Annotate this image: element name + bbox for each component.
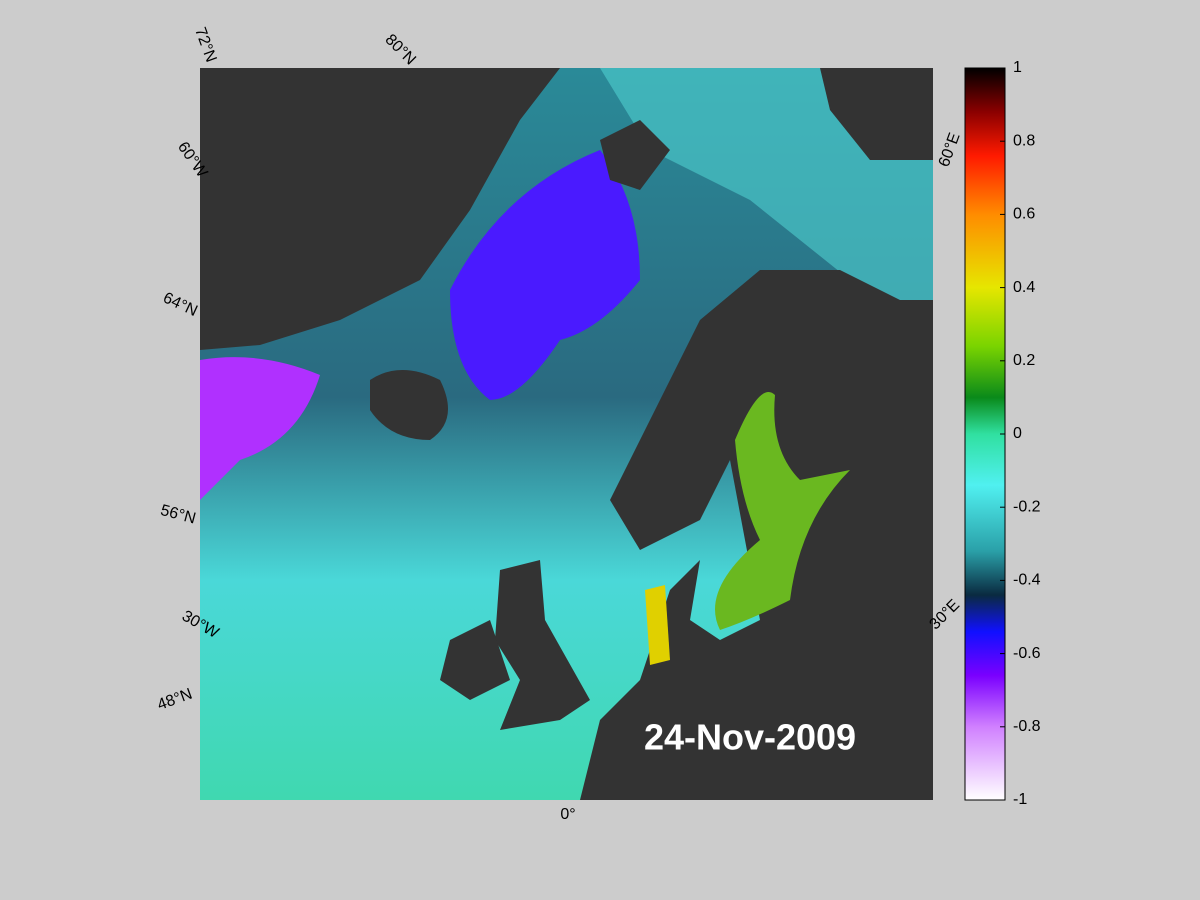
tick-label: -0.6 [1013, 645, 1041, 662]
grid-label: 64°N [160, 289, 200, 320]
tick-label: 0.8 [1013, 132, 1035, 149]
scandinavia-europe [580, 270, 933, 800]
colorbar [964, 67, 1006, 801]
grid-label: 0° [560, 806, 575, 823]
great-britain [495, 560, 590, 730]
grid-label: 72°N [191, 25, 219, 64]
grid-label: 56°N [159, 502, 198, 528]
tick-label: 0.6 [1013, 206, 1035, 223]
tick-label: -0.4 [1013, 572, 1041, 589]
baltic-sea [715, 392, 850, 630]
tick-label: -0.2 [1013, 498, 1041, 515]
tick-label: -1 [1013, 791, 1027, 808]
tick-label: 0 [1013, 425, 1022, 442]
novaya-zemlya [820, 68, 933, 160]
german-bight [645, 585, 670, 665]
greenland [200, 68, 560, 350]
map [200, 68, 933, 800]
grid-label: 80°N [382, 31, 419, 68]
tick-label: 1 [1013, 59, 1022, 76]
iceland [370, 370, 448, 440]
ireland [440, 620, 510, 700]
anomaly-blue [450, 150, 640, 400]
tick-label: 0.2 [1013, 352, 1035, 369]
grid-label: 48°N [155, 686, 194, 714]
grid-label: 60°E [936, 131, 964, 170]
svalbard [600, 120, 670, 190]
date-label: 24-Nov-2009 [644, 717, 856, 758]
tick-label: -0.8 [1013, 718, 1041, 735]
anomaly-purple [200, 357, 320, 500]
tick-label: 0.4 [1013, 279, 1035, 296]
